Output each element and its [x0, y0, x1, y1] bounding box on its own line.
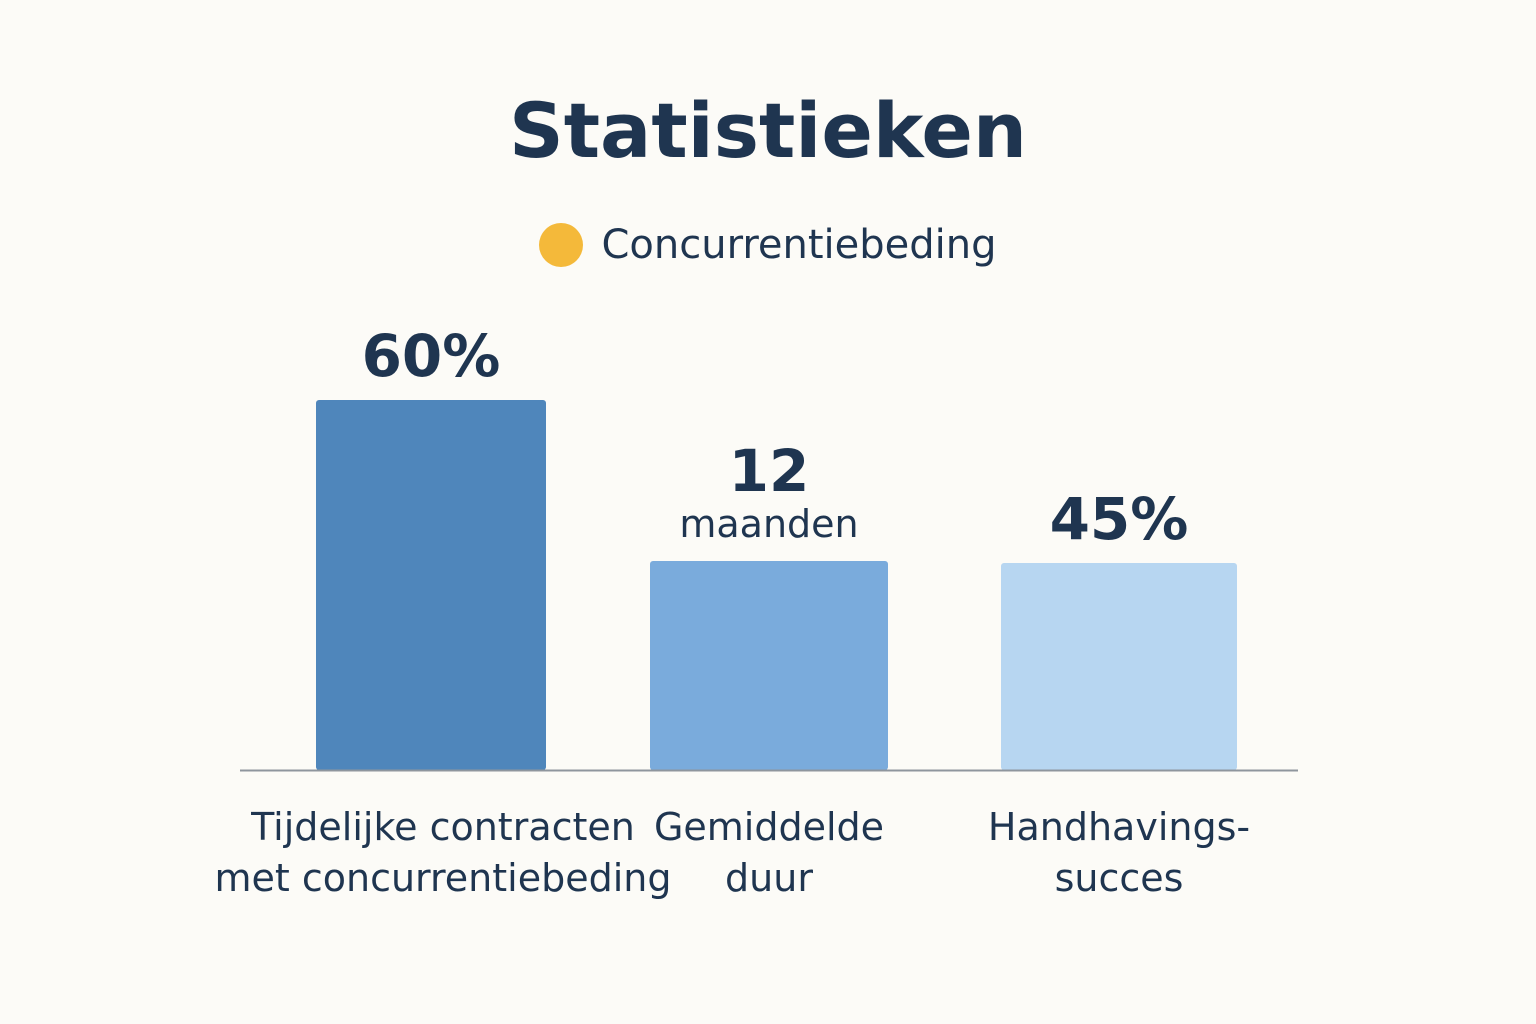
value-unit-label-2: maanden — [679, 502, 858, 546]
legend-label: Concurrentiebeding — [601, 222, 997, 268]
category-label-2-line-2: duur — [725, 856, 813, 900]
bar-3 — [1001, 563, 1237, 770]
value-label-1: 60% — [362, 322, 501, 390]
category-label-3-line-2: succes — [1055, 856, 1184, 900]
category-label-1-line-2: met concurrentiebeding — [214, 856, 671, 900]
bar-1 — [316, 400, 546, 770]
category-label-1-line-1: Tijdelijke contracten — [250, 805, 635, 849]
value-label-3: 45% — [1050, 485, 1189, 553]
value-label-2: 12 — [729, 437, 810, 505]
category-label-3-line-1: Handhavings- — [988, 805, 1250, 849]
bar-2 — [650, 561, 888, 770]
chart-title: Statistieken — [508, 86, 1028, 175]
category-label-2-line-1: Gemiddelde — [654, 805, 884, 849]
legend-swatch-icon — [539, 223, 584, 267]
legend: Concurrentiebeding — [0, 220, 1536, 270]
